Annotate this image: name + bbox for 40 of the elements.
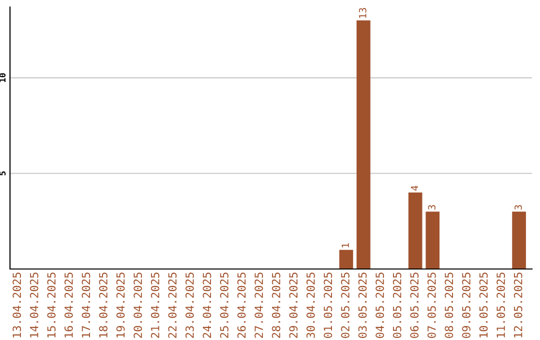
x-tick-label: 03.05.2025: [358, 272, 367, 338]
x-tick-label: 12.05.2025: [514, 272, 522, 338]
x-tick-label: 21.04.2025: [150, 272, 160, 338]
x-tick-label: 22.04.2025: [168, 272, 177, 338]
x-tick-label: 24.04.2025: [202, 272, 212, 338]
x-tick-label: 14.04.2025: [30, 272, 38, 338]
x-tick-label: 04.05.2025: [376, 272, 384, 338]
x-tick-label: 17.04.2025: [82, 272, 90, 338]
data-label: 1: [342, 243, 349, 248]
x-tick-label: 19.04.2025: [116, 272, 125, 338]
x-tick-label: 13.04.2025: [12, 272, 22, 338]
data-label: 3: [428, 205, 436, 210]
x-tick-label: 29.04.2025: [289, 272, 298, 338]
x-tick-label: 25.04.2025: [220, 272, 228, 338]
x-tick-label: 15.04.2025: [47, 272, 56, 338]
x-tick-label: 05.05.2025: [392, 272, 402, 338]
data-label: 13: [358, 8, 366, 18]
x-tick-label: 18.04.2025: [99, 272, 108, 338]
x-tick-label: 10.05.2025: [479, 272, 488, 338]
x-tick-label: 27.04.2025: [254, 272, 264, 338]
x-tick-label: 06.05.2025: [410, 272, 419, 338]
x-tick-label: 01.05.2025: [324, 272, 332, 338]
bar: [426, 212, 440, 269]
data-label: 4: [410, 186, 418, 191]
data-label: 3: [514, 205, 522, 210]
x-tick-label: 23.04.2025: [185, 272, 194, 338]
x-tick-label: 02.05.2025: [341, 272, 350, 338]
x-tick-label: 28.04.2025: [272, 272, 280, 338]
bar: [512, 212, 526, 269]
x-tick-label: 09.05.2025: [462, 272, 470, 338]
x-tick-label: 08.05.2025: [444, 272, 454, 338]
x-tick-label: 11.05.2025: [496, 272, 506, 338]
bar: [339, 250, 354, 269]
x-tick-label: 30.04.2025: [306, 272, 315, 338]
x-tick-label: 20.04.2025: [134, 272, 142, 338]
x-tick-label: 16.04.2025: [64, 272, 73, 338]
x-tick-label: 26.04.2025: [237, 272, 246, 338]
bar: [356, 20, 370, 269]
x-tick-label: 07.05.2025: [427, 272, 436, 338]
bar: [408, 192, 422, 269]
